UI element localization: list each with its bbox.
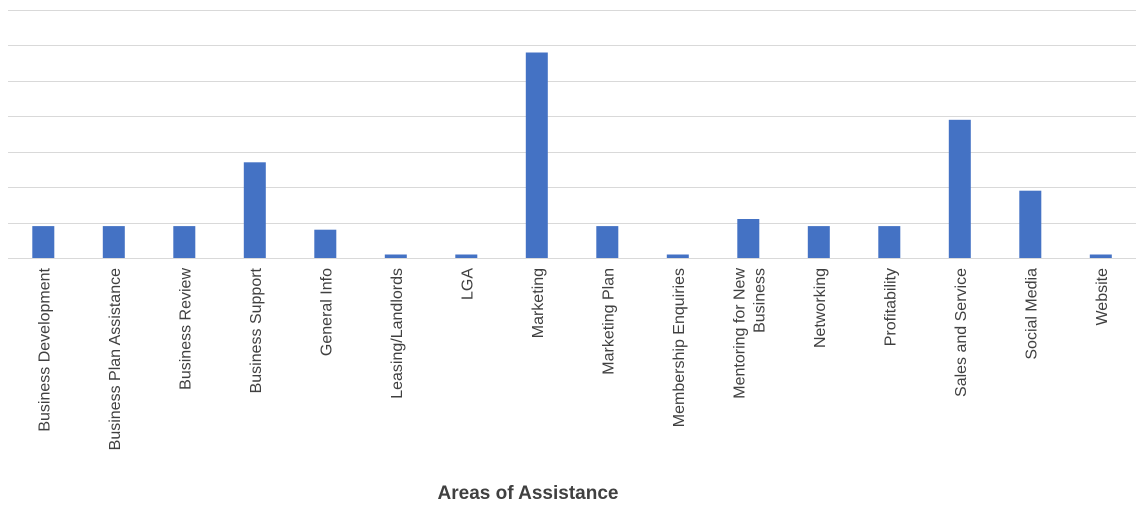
bar bbox=[243, 162, 266, 258]
x-tick-label-line: Marketing Plan bbox=[600, 268, 617, 375]
bar bbox=[666, 254, 689, 258]
x-tick-label: Sales and Service bbox=[953, 268, 970, 397]
bar bbox=[32, 226, 55, 258]
x-tick-label-line: LGA bbox=[459, 268, 476, 300]
bar bbox=[384, 254, 407, 258]
bar bbox=[525, 52, 548, 258]
bar bbox=[173, 226, 196, 258]
x-tick-label-line: Business Review bbox=[177, 268, 194, 390]
x-tick-label-line: Marketing bbox=[530, 268, 547, 338]
x-tick-label-line: Business Development bbox=[36, 267, 53, 431]
bar bbox=[737, 219, 760, 258]
bar bbox=[807, 226, 830, 258]
x-tick-label: LGA bbox=[459, 268, 476, 300]
x-tick-label-line: Membership Enquiries bbox=[671, 268, 688, 427]
bar bbox=[1019, 190, 1042, 258]
bar bbox=[878, 226, 901, 258]
x-tick-label-line: Business Plan Assistance bbox=[107, 268, 124, 450]
x-tick-label: Business Support bbox=[248, 267, 265, 393]
x-tick-label: Social Media bbox=[1023, 268, 1040, 360]
bar bbox=[102, 226, 125, 258]
x-tick-label-line: General Info bbox=[318, 268, 335, 356]
x-tick-label-line: Leasing/Landlords bbox=[389, 268, 406, 399]
bar bbox=[1089, 254, 1112, 258]
bar bbox=[314, 229, 337, 258]
x-tick-label: Business Plan Assistance bbox=[107, 268, 124, 450]
x-tick-label: Marketing bbox=[530, 268, 547, 338]
x-tick-label-line: Sales and Service bbox=[953, 268, 970, 397]
x-tick-label: Profitability bbox=[882, 268, 899, 346]
x-tick-label: Mentoring for New Business bbox=[731, 268, 768, 399]
x-tick-label: Business Review bbox=[177, 268, 194, 390]
x-tick-label: Leasing/Landlords bbox=[389, 268, 406, 399]
x-tick-label: Networking bbox=[812, 268, 829, 348]
x-tick-label-line: Networking bbox=[812, 268, 829, 348]
x-tick-label: Website bbox=[1094, 268, 1111, 326]
bar bbox=[596, 226, 619, 258]
x-tick-label-line: Website bbox=[1094, 268, 1111, 326]
x-tick-label-line: Mentoring for New bbox=[731, 268, 748, 399]
x-tick-label: Business Development bbox=[36, 267, 53, 431]
bars bbox=[32, 52, 1112, 258]
bar bbox=[455, 254, 478, 258]
x-tick-label-line: Business bbox=[751, 268, 768, 333]
x-tick-label-line: Social Media bbox=[1023, 268, 1040, 360]
bar bbox=[948, 119, 971, 258]
x-tick-label: Marketing Plan bbox=[600, 268, 617, 375]
gridlines bbox=[8, 10, 1136, 224]
x-tick-label: Membership Enquiries bbox=[671, 268, 688, 427]
x-tick-label-line: Business Support bbox=[248, 267, 265, 393]
x-tick-label-line: Profitability bbox=[882, 268, 899, 346]
x-tick-labels: Business Development Business Plan Assist… bbox=[36, 267, 1111, 450]
x-axis-title: Areas of Assistance bbox=[438, 483, 619, 504]
x-tick-label: General Info bbox=[318, 268, 335, 356]
